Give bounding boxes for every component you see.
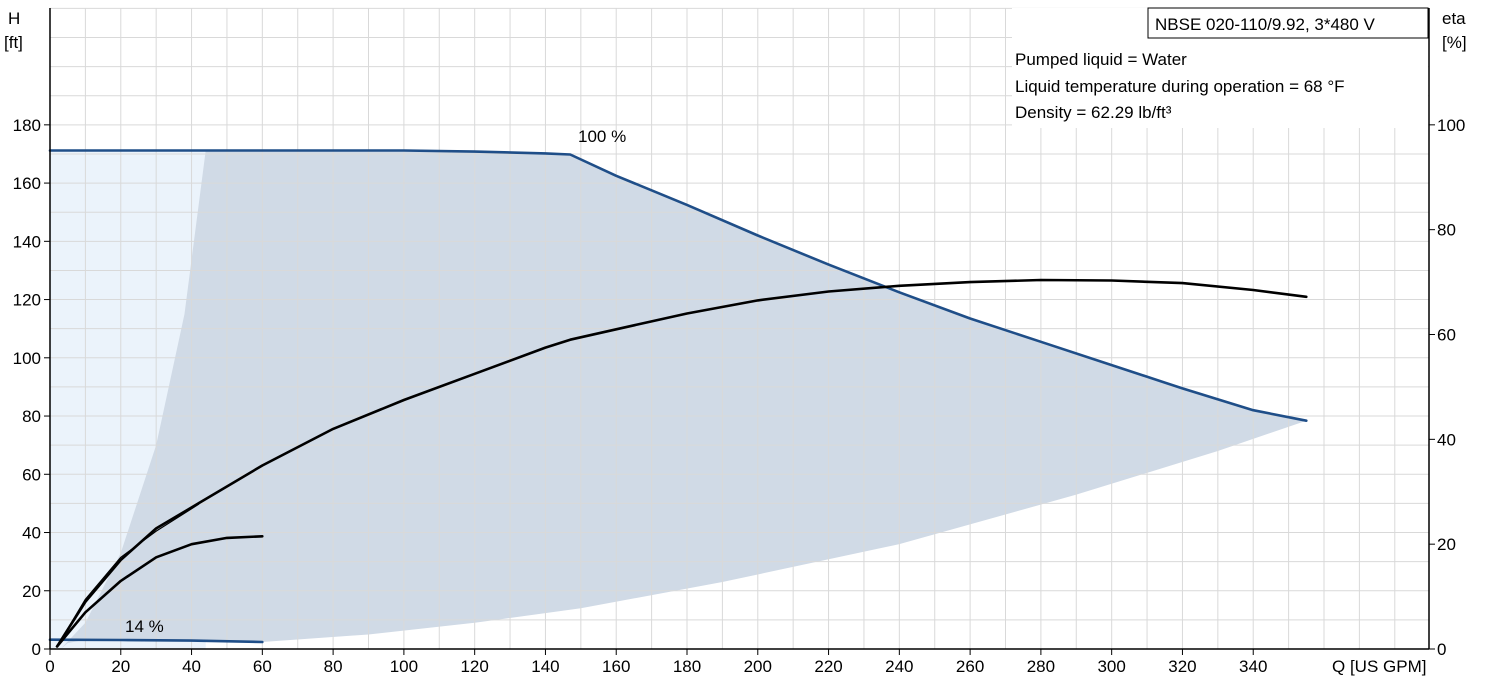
curve-head-14 (48, 638, 264, 644)
y-right-tick-label: 20 (1437, 535, 1456, 554)
info-line-liquid: Pumped liquid = Water (1015, 50, 1187, 69)
y-right-tick-label: 60 (1437, 326, 1456, 345)
x-tick-label: 280 (1027, 657, 1055, 676)
x-tick-label: 220 (814, 657, 842, 676)
y-right-tick-label: 80 (1437, 221, 1456, 240)
curve-label-100: 100 % (578, 127, 626, 146)
y-left-label: H (8, 9, 20, 28)
y-left-tick-label: 20 (22, 582, 41, 601)
x-tick-label: 0 (45, 657, 54, 676)
operating-region (60, 150, 1307, 649)
info-box: NBSE 020-110/9.92, 3*480 V Pumped liquid… (1012, 7, 1429, 128)
x-tick-label: 260 (956, 657, 984, 676)
curve-eta-100 (55, 278, 1308, 648)
x-tick-label: 240 (885, 657, 913, 676)
y-left-tick-label: 0 (32, 640, 41, 659)
y-left-tick-label: 120 (13, 291, 41, 310)
info-line-density: Density = 62.29 lb/ft³ (1015, 103, 1172, 122)
curve-eta-14 (55, 535, 264, 648)
y-left-tick-label: 40 (22, 524, 41, 543)
x-tick-label: 200 (744, 657, 772, 676)
y-right-label: eta (1442, 9, 1466, 28)
y-left-tick-label: 60 (22, 465, 41, 484)
x-tick-label: 180 (673, 657, 701, 676)
x-tick-label: 100 (390, 657, 418, 676)
axes-layer: 0 20 40 60 80 100 120 140 160 180 0 20 40 60 80 100 0 20 4… (13, 8, 1465, 676)
y-right-tick-label: 0 (1437, 640, 1446, 659)
y-left-tick-label: 80 (22, 407, 41, 426)
x-tick-label: 60 (253, 657, 272, 676)
chart-title: NBSE 020-110/9.92, 3*480 V (1155, 15, 1376, 34)
x-tick-label: 300 (1097, 657, 1125, 676)
y-left-tick-label: 140 (13, 232, 41, 251)
x-tick-label: 140 (531, 657, 559, 676)
curves-layer (48, 149, 1308, 648)
title-box (1147, 7, 1429, 39)
y-right-unit: [%] (1442, 33, 1467, 52)
y-right-tick-label: 100 (1437, 116, 1465, 135)
curve-eta-100-thin (56, 503, 200, 647)
x-tick-label: 20 (111, 657, 130, 676)
x-tick-label: 160 (602, 657, 630, 676)
x-tick-label: 120 (460, 657, 488, 676)
x-axis-label: Q [US GPM] (1332, 657, 1426, 676)
curve-label-14: 14 % (125, 617, 164, 636)
y-right-tick-label: 40 (1437, 430, 1456, 449)
y-left-tick-label: 180 (13, 116, 41, 135)
y-left-tick-label: 160 (13, 174, 41, 193)
curve-head-100 (48, 149, 1308, 422)
info-line-temperature: Liquid temperature during operation = 68… (1015, 77, 1345, 96)
x-tick-label: 40 (182, 657, 201, 676)
x-tick-label: 80 (324, 657, 343, 676)
y-left-tick-label: 100 (13, 349, 41, 368)
x-tick-label: 320 (1168, 657, 1196, 676)
x-tick-label: 340 (1239, 657, 1267, 676)
y-left-unit: [ft] (4, 33, 23, 52)
